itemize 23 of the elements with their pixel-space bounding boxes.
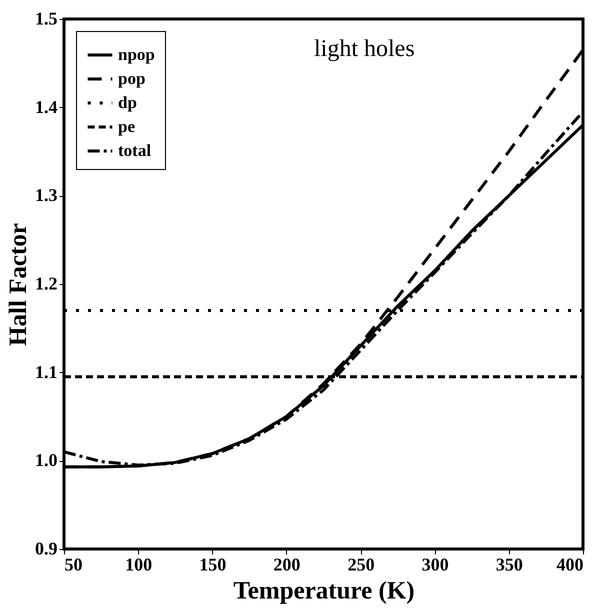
- legend-label: pe: [118, 117, 136, 136]
- legend-label: npop: [118, 45, 155, 64]
- x-tick-label: 150: [199, 554, 226, 574]
- annotation: light holes: [314, 36, 415, 62]
- y-axis-title: Hall Factor: [5, 223, 32, 346]
- y-tick-label: 1.5: [35, 8, 58, 28]
- legend-label: pop: [118, 69, 146, 88]
- x-tick-label: 50: [64, 554, 82, 574]
- x-tick-label: 400: [556, 554, 584, 574]
- x-axis-title: Temperature (K): [233, 578, 415, 604]
- y-tick-label: 0.9: [35, 538, 58, 558]
- legend-label: dp: [118, 93, 137, 112]
- x-tick-label: 100: [125, 554, 152, 574]
- y-tick-label: 1.1: [35, 362, 58, 382]
- x-tick-label: 350: [496, 554, 523, 574]
- y-tick-label: 1.4: [35, 96, 58, 117]
- y-tick-label: 1.0: [35, 450, 58, 470]
- y-tick-label: 1.3: [35, 185, 58, 206]
- legend-label: total: [118, 141, 152, 160]
- x-tick-label: 200: [273, 554, 300, 574]
- y-tick-label: 1.2: [35, 274, 58, 294]
- x-tick-label: 250: [348, 554, 375, 574]
- x-tick-label: 300: [422, 554, 449, 574]
